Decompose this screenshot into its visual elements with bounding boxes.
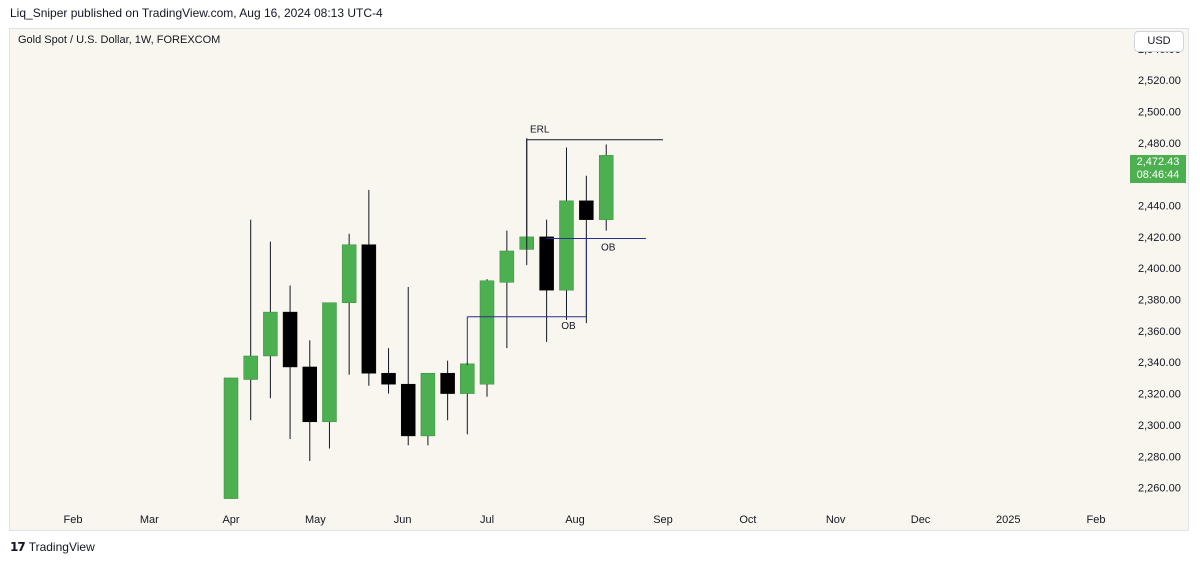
- chart-area[interactable]: [9, 28, 1189, 531]
- candle-body-up: [460, 363, 475, 394]
- y-tick-label: 2,400.00: [1138, 263, 1181, 275]
- candle-body-down: [400, 383, 416, 437]
- y-tick-label: 2,360.00: [1138, 326, 1181, 338]
- candle-body-up: [479, 280, 495, 385]
- x-tick-label: Mar: [140, 514, 159, 526]
- x-tick-label: Oct: [739, 514, 756, 526]
- candle-body-up: [263, 311, 278, 357]
- last-price-badge: 2,472.43 08:46:44: [1130, 155, 1186, 183]
- y-tick-label: 2,320.00: [1138, 389, 1181, 401]
- publisher-caption: Liq_Sniper published on TradingView.com,…: [10, 6, 383, 20]
- candle-body-up: [499, 250, 515, 283]
- y-tick-label: 2,420.00: [1138, 232, 1181, 244]
- brand-name: TradingView: [28, 540, 95, 554]
- tradingview-logo-icon: 17: [10, 540, 26, 554]
- candle-body-up: [559, 200, 574, 291]
- x-tick-label: Jun: [394, 514, 412, 526]
- bar-countdown: 08:46:44: [1136, 169, 1180, 181]
- x-tick-label: Feb: [1087, 514, 1106, 526]
- x-tick-label: 2025: [996, 514, 1020, 526]
- candle-body-down: [302, 366, 318, 423]
- ob-label: OB: [561, 321, 576, 332]
- y-tick-label: 2,300.00: [1138, 420, 1181, 432]
- x-tick-label: Jul: [480, 514, 494, 526]
- candle-body-down: [579, 200, 594, 220]
- y-tick-label: 2,500.00: [1138, 106, 1181, 118]
- candle-body-down: [282, 311, 298, 368]
- candle-body-down: [361, 244, 377, 374]
- x-tick-label: Aug: [565, 514, 585, 526]
- footer-brand[interactable]: 17 TradingView: [10, 540, 95, 554]
- ob-label: OB: [601, 242, 616, 253]
- x-tick-label: Apr: [222, 514, 239, 526]
- y-tick-label: 2,340.00: [1138, 357, 1181, 369]
- erl-label: ERL: [530, 125, 550, 136]
- x-tick-label: Dec: [911, 514, 931, 526]
- y-tick-label: 2,440.00: [1138, 201, 1181, 213]
- candle-body-up: [243, 355, 258, 380]
- x-tick-label: Nov: [826, 514, 846, 526]
- candle-body-down: [440, 372, 455, 394]
- y-tick-label: 2,480.00: [1138, 138, 1181, 150]
- currency-button[interactable]: USD: [1134, 31, 1184, 52]
- chart-title: Gold Spot / U.S. Dollar, 1W, FOREXCOM: [18, 34, 221, 46]
- x-tick-label: Sep: [653, 514, 673, 526]
- candle-body-up: [341, 244, 357, 303]
- y-tick-label: 2,280.00: [1138, 451, 1181, 463]
- last-price-value: 2,472.43: [1136, 156, 1180, 168]
- candle-body-up: [322, 302, 337, 423]
- y-tick-label: 2,520.00: [1138, 75, 1181, 87]
- candle-body-up: [420, 372, 436, 437]
- x-tick-label: May: [305, 514, 326, 526]
- candle-body-down: [539, 236, 554, 291]
- x-tick-label: Feb: [64, 514, 83, 526]
- y-tick-label: 2,380.00: [1138, 295, 1181, 307]
- candle-body-up: [223, 377, 239, 499]
- candle-body-down: [381, 372, 396, 385]
- y-tick-label: 2,260.00: [1138, 483, 1181, 495]
- candle-body-up: [598, 155, 614, 220]
